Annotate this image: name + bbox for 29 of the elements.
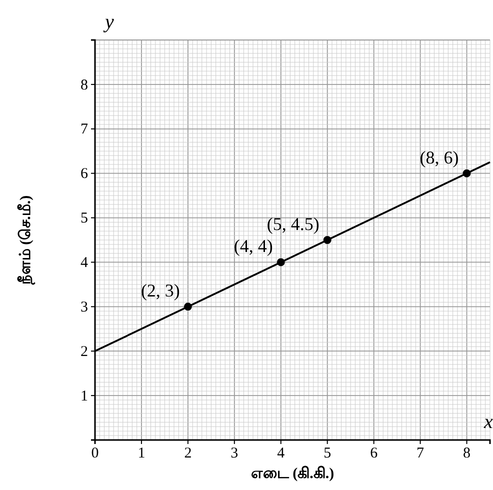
y-tick-label: 1 [80,388,88,404]
y-axis-title: நீளம் (செ.மீ.) [17,195,35,286]
x-tick-label: 3 [230,446,238,462]
point [462,169,471,178]
point [276,258,285,266]
x-tick-label: 5 [324,446,332,462]
x-tick-label: 6 [370,446,378,462]
x-tick-label: 4 [277,446,286,462]
y-tick-label: 8 [80,77,88,94]
x-axis-title: எடை (கி.கி.) [250,465,334,482]
x-tick-label: 1 [138,446,146,462]
y-tick-label: 5 [80,210,88,227]
y-tick-label: 3 [80,299,88,316]
x-tick-label: 8 [463,446,471,462]
x-tick-label: 0 [91,446,99,462]
annotation: (4, 4) [234,236,273,256]
y-tick-label: 4 [80,255,88,272]
y-tick-label: 6 [80,166,88,182]
y-tick-label: 7 [80,122,88,138]
annotation: (2, 3) [140,280,180,301]
y-tick-label: 2 [80,344,88,360]
point [184,302,192,311]
x-tick-label: 2 [184,446,192,462]
point [323,236,332,244]
annotation: (8, 6) [420,147,459,168]
annotation: x [483,411,493,433]
annotation: (5, 4.5) [266,214,320,234]
text: y [103,11,114,33]
x-tick-label: 7 [416,446,425,462]
